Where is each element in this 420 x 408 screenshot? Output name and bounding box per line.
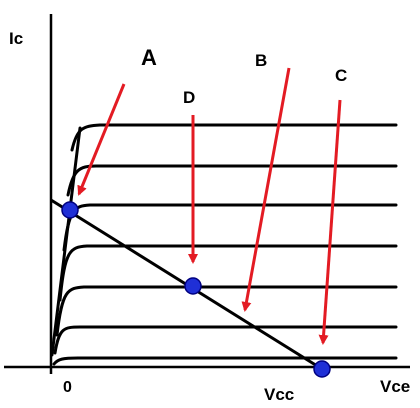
origin-label: 0: [63, 379, 72, 396]
x-axis-label: Vce: [380, 377, 410, 396]
arrow-a: [77, 83, 126, 196]
point-cutoff: [313, 360, 331, 378]
curve-5: [62, 203, 398, 252]
curve-3: [55, 285, 398, 337]
arrow-b: [241, 67, 291, 312]
operating-points: [61, 201, 331, 378]
label-a: A: [141, 45, 157, 70]
curve-2: [53, 325, 398, 355]
pointer-arrows: [77, 67, 342, 345]
curve-6: [66, 164, 398, 197]
point-saturation: [61, 201, 79, 219]
label-c: C: [335, 66, 347, 85]
characteristic-curves: [50, 123, 398, 366]
label-d: D: [183, 88, 195, 107]
y-axis-label: Ic: [9, 29, 23, 48]
arrow-c: [318, 99, 342, 345]
curve-7: [70, 123, 398, 152]
point-q: [184, 277, 202, 295]
curve-1: [52, 356, 398, 366]
vcc-label: Vcc: [264, 385, 294, 404]
saturation-line: [50, 126, 82, 357]
label-b: B: [255, 51, 267, 70]
curve-4: [58, 244, 398, 302]
